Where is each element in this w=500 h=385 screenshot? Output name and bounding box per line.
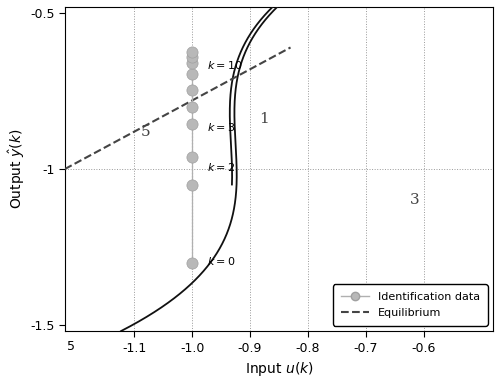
Point bbox=[188, 54, 196, 60]
Text: 1: 1 bbox=[260, 112, 270, 126]
Point bbox=[188, 154, 196, 160]
Legend: Identification data, Equilibrium: Identification data, Equilibrium bbox=[333, 285, 488, 326]
Text: $k = 3$: $k = 3$ bbox=[206, 121, 235, 133]
Text: $k = 0$: $k = 0$ bbox=[206, 255, 235, 267]
Text: 3: 3 bbox=[410, 193, 420, 207]
Text: $k = 10$: $k = 10$ bbox=[206, 59, 242, 70]
Point bbox=[188, 87, 196, 93]
Text: $k = 2$: $k = 2$ bbox=[206, 161, 234, 174]
Text: 5: 5 bbox=[141, 125, 150, 139]
Point bbox=[188, 259, 196, 266]
Point bbox=[188, 104, 196, 110]
Point bbox=[188, 121, 196, 127]
X-axis label: Input $u(k)$: Input $u(k)$ bbox=[244, 360, 314, 378]
Point bbox=[188, 71, 196, 77]
Text: 5: 5 bbox=[66, 340, 74, 353]
Point bbox=[188, 49, 196, 55]
Point bbox=[188, 60, 196, 66]
Point bbox=[188, 181, 196, 187]
Y-axis label: Output $\hat{y}(k)$: Output $\hat{y}(k)$ bbox=[7, 129, 27, 209]
